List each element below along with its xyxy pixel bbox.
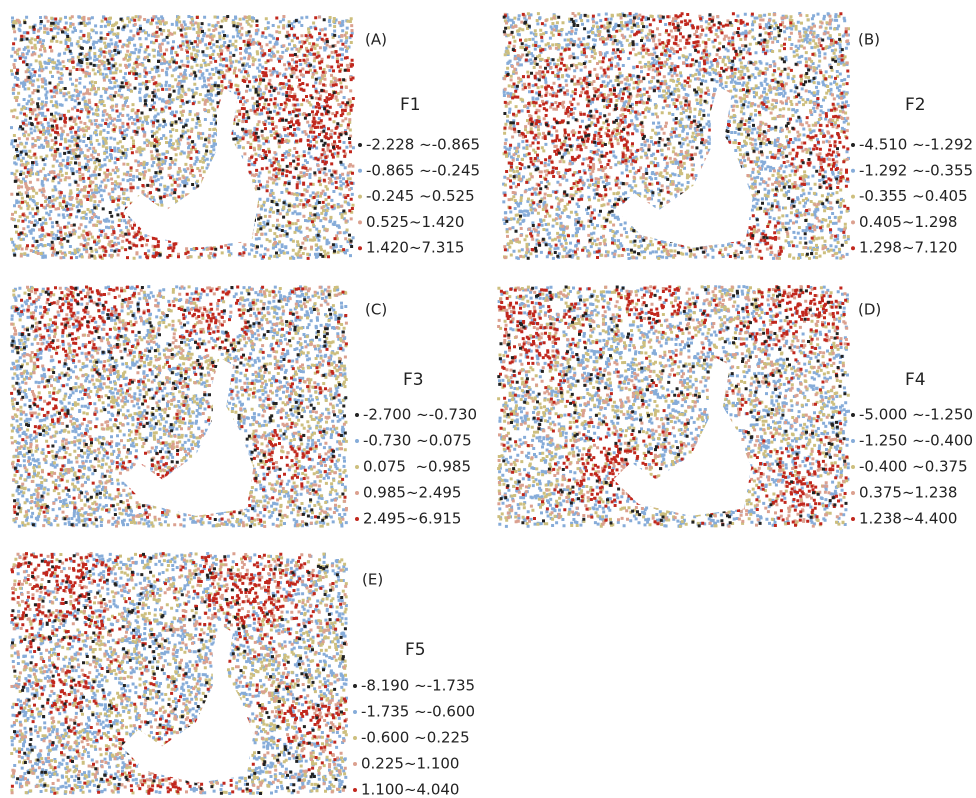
legend-label: 2.495~6.915	[363, 510, 461, 528]
legend-label: 0.405~1.298	[859, 213, 957, 231]
legend-marker	[353, 684, 357, 688]
legend-label: -0.400 ~0.375	[859, 458, 968, 476]
panel-label: (E)	[362, 571, 383, 589]
legend-marker	[353, 762, 357, 766]
legend-marker	[851, 439, 855, 443]
point-cloud	[10, 285, 348, 528]
legend-label: -0.730 ~0.075	[363, 432, 472, 450]
point-cloud	[10, 286, 348, 528]
point-cloud	[497, 285, 850, 527]
legend-label: 1.420~7.315	[366, 239, 464, 257]
water-body	[616, 86, 753, 248]
legend-marker	[358, 246, 362, 251]
legend-marker	[851, 143, 855, 147]
legend-label: -0.600 ~0.225	[361, 729, 470, 747]
legend-marker	[355, 465, 359, 469]
panel-label: (A)	[365, 31, 387, 49]
legend-marker	[353, 788, 357, 792]
legend-label: 0.525~1.420	[366, 213, 464, 231]
point-cloud	[10, 285, 348, 528]
water-body	[121, 624, 254, 783]
legend-label: 1.238~4.400	[859, 510, 957, 528]
legend-label: -1.250 ~-0.400	[859, 432, 973, 450]
legend-label: -1.735 ~-0.600	[361, 703, 475, 721]
legend-marker	[358, 168, 362, 173]
legend-marker	[358, 220, 362, 225]
point-cloud	[10, 15, 355, 260]
legend-marker	[358, 194, 362, 199]
map-panel	[497, 285, 850, 528]
legend-marker	[851, 413, 855, 417]
point-cloud	[10, 285, 348, 523]
panel-title: F2	[905, 95, 926, 115]
point-cloud	[497, 285, 849, 528]
point-cloud	[503, 12, 850, 260]
legend-label: -1.292 ~-0.355	[859, 161, 973, 179]
legend-label: -5.000 ~-1.250	[859, 406, 973, 424]
legend-marker	[851, 220, 855, 225]
point-cloud	[10, 552, 348, 795]
legend-marker	[851, 246, 855, 251]
legend-marker	[358, 143, 362, 147]
water-body	[613, 357, 752, 516]
map-panel	[10, 552, 348, 795]
legend-label: 1.100~4.040	[361, 781, 459, 798]
legend-label: 0.075 ~0.985	[363, 458, 471, 476]
legend-label: -8.190 ~-1.735	[361, 677, 475, 695]
point-cloud	[10, 285, 348, 528]
legend-marker	[355, 491, 359, 495]
point-cloud	[10, 552, 348, 795]
legend-marker	[851, 465, 855, 469]
legend-label: -2.228 ~-0.865	[366, 136, 480, 154]
panel-title: F3	[403, 370, 424, 390]
legend-marker	[851, 194, 855, 199]
panel-title: F5	[405, 640, 426, 660]
map-panel	[10, 285, 348, 528]
legend-label: -4.510 ~-1.292	[859, 136, 973, 154]
legend-label: 0.985~2.495	[363, 484, 461, 502]
panel-label: (C)	[365, 301, 387, 319]
legend-marker	[355, 439, 359, 443]
point-cloud	[10, 552, 348, 795]
legend-marker	[355, 517, 359, 521]
water-body	[121, 357, 254, 516]
legend-marker	[353, 736, 357, 740]
legend-label: -0.865 ~-0.245	[366, 161, 480, 179]
legend-marker	[851, 491, 855, 495]
panel-label: (D)	[858, 301, 881, 319]
legend-marker	[851, 517, 855, 521]
legend-label: -0.355 ~0.405	[859, 187, 968, 205]
panel-title: F1	[400, 95, 421, 115]
legend-marker	[851, 168, 855, 173]
water-body	[123, 88, 259, 248]
point-cloud	[497, 285, 850, 528]
legend-label: 0.225~1.100	[361, 755, 459, 773]
panel-title: F4	[905, 370, 926, 390]
legend-label: 0.375~1.238	[859, 484, 957, 502]
panel-label: (B)	[858, 31, 880, 49]
legend-marker	[355, 413, 359, 417]
point-cloud	[502, 12, 850, 260]
legend-label: 1.298~7.120	[859, 239, 957, 257]
map-panel	[10, 15, 355, 260]
legend-label: -2.700 ~-0.730	[363, 406, 477, 424]
point-cloud	[12, 15, 354, 258]
map-panel	[502, 12, 850, 260]
point-cloud	[10, 552, 348, 795]
legend-label: -0.245 ~0.525	[366, 187, 475, 205]
legend-marker	[353, 710, 357, 714]
